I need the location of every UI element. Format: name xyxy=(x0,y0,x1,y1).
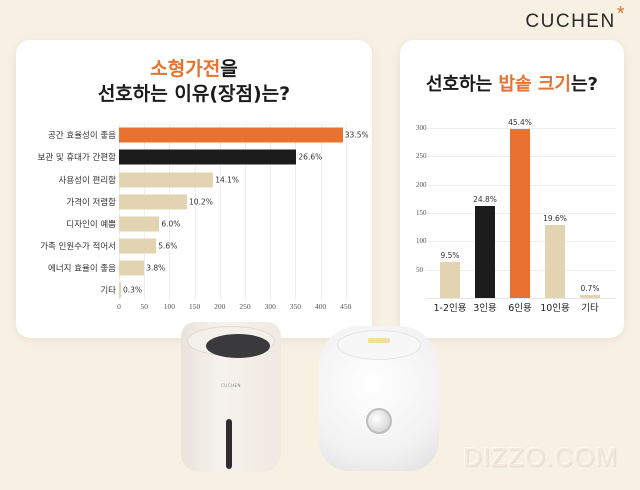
title-accent: 소형가전 xyxy=(150,58,221,80)
x-tick-label: 250 xyxy=(239,302,251,311)
category-label: 기타 xyxy=(100,286,116,296)
category-label: 사용성이 편리함 xyxy=(58,176,116,186)
category-label: 보관 및 휴대가 간편함 xyxy=(37,153,117,163)
x-gridline xyxy=(169,124,171,300)
asterisk-icon: * xyxy=(616,3,626,25)
control-panel xyxy=(337,330,421,360)
x-gridline xyxy=(119,124,120,300)
category-label: 3인용 xyxy=(473,303,497,314)
x-tick-label: 150 xyxy=(188,302,201,311)
bar xyxy=(119,238,157,254)
bar xyxy=(119,282,122,298)
rice-cooker-product-image xyxy=(319,326,439,471)
y-tick-label: 50 xyxy=(416,265,423,274)
title-line2: 선호하는 이유(장점)는? xyxy=(97,83,291,105)
y-tick-label: 200 xyxy=(416,180,427,189)
x-tick-label: 300 xyxy=(264,302,276,311)
value-label: 5.6% xyxy=(158,241,178,251)
x-tick-label: 0 xyxy=(117,302,121,311)
title-prefix: 선호하는 xyxy=(425,74,499,95)
x-tick-label: 450 xyxy=(340,302,352,311)
x-tick-label: 400 xyxy=(314,302,327,311)
x-gridline xyxy=(219,124,221,300)
bar xyxy=(440,262,460,298)
category-label: 1-2인용 xyxy=(433,303,467,314)
x-tick-label: 50 xyxy=(140,302,148,311)
value-label: 10.2% xyxy=(189,197,213,207)
bar xyxy=(475,205,495,298)
x-gridline xyxy=(245,124,246,300)
x-gridline xyxy=(320,124,322,300)
cuchen-logo: CUCHEN* xyxy=(525,3,626,33)
x-gridline xyxy=(270,124,272,300)
bar xyxy=(119,194,188,210)
value-label: 9.5% xyxy=(440,251,460,261)
reasons-chart-card: 소형가전을 선호하는 이유(장점)는? 0 50 100 150 200 250 300 35… xyxy=(16,40,372,338)
bar xyxy=(119,216,160,232)
size-chart-title: 선호하는 밥솥 크기는? xyxy=(400,70,624,96)
value-label: 24.8% xyxy=(473,194,497,204)
category-label: 디자인이 예쁨 xyxy=(66,220,116,230)
value-label: 19.6% xyxy=(543,213,567,223)
value-label: 14.1% xyxy=(215,175,240,185)
x-gridline xyxy=(345,124,347,300)
watermark: DIZZO.COM xyxy=(463,442,618,472)
bar xyxy=(119,149,297,165)
category-label: 10인용 xyxy=(540,303,570,314)
water-window xyxy=(226,419,232,469)
value-label: 33.5% xyxy=(344,130,369,140)
lid-top xyxy=(206,334,270,358)
bar xyxy=(510,129,530,298)
size-chart-card: 선호하는 밥솥 크기는? 50 100 150 200 250 300 9.5% 1-2인용 2… xyxy=(400,40,624,338)
bar xyxy=(580,295,600,298)
lid xyxy=(187,326,275,358)
y-tick-label: 150 xyxy=(416,208,427,217)
y-tick-label: 100 xyxy=(416,237,427,246)
product-brand: CUCHEN xyxy=(220,383,242,388)
bar xyxy=(119,260,145,276)
reasons-chart-title: 소형가전을 선호하는 이유(장점)는? xyxy=(16,57,372,107)
category-label: 기타 xyxy=(581,303,599,314)
category-label: 공간 효율성이 좋음 xyxy=(48,131,116,141)
logo-text: CUCHEN xyxy=(525,11,616,32)
display xyxy=(368,338,390,343)
y-tick-label: 250 xyxy=(416,152,427,161)
x-gridline xyxy=(295,124,297,300)
category-label: 6인용 xyxy=(508,303,532,314)
x-gridline xyxy=(194,124,196,300)
value-label: 0.3% xyxy=(123,285,143,295)
value-label: 0.7% xyxy=(580,284,600,294)
x-tick-label: 100 xyxy=(163,302,176,311)
bar xyxy=(119,127,343,143)
mini-appliance-product-image: CUCHEN xyxy=(181,322,281,472)
value-label: 6.0% xyxy=(161,219,181,229)
bar xyxy=(119,172,214,188)
title-rest: 을 xyxy=(220,58,238,80)
title-accent: 밥솥 크기 xyxy=(498,74,571,95)
y-tick-label: 300 xyxy=(416,123,427,132)
category-label: 에너지 효율이 좋음 xyxy=(48,264,116,274)
x-axis-line xyxy=(426,298,616,299)
value-label: 45.4% xyxy=(508,118,532,128)
size-bar-chart: 50 100 150 200 250 300 9.5% 1-2인용 24.8% 3인용 45.4% 6… xyxy=(400,40,624,338)
category-label: 가격이 저렴함 xyxy=(66,198,116,208)
x-tick-label: 350 xyxy=(289,302,302,311)
y-gridline xyxy=(426,127,616,129)
reasons-bar-chart: 0 50 100 150 200 250 300 350 400 450 공간 효율성이 좋음 33.… xyxy=(16,40,372,338)
x-tick-label: 200 xyxy=(214,302,226,311)
bar xyxy=(545,224,565,298)
title-suffix: 는? xyxy=(571,74,599,95)
category-label: 가족 인원수가 적어서 xyxy=(40,242,116,252)
x-gridline xyxy=(144,124,146,300)
value-label: 3.8% xyxy=(146,263,166,273)
value-label: 26.6% xyxy=(298,152,323,162)
open-button xyxy=(366,408,392,434)
